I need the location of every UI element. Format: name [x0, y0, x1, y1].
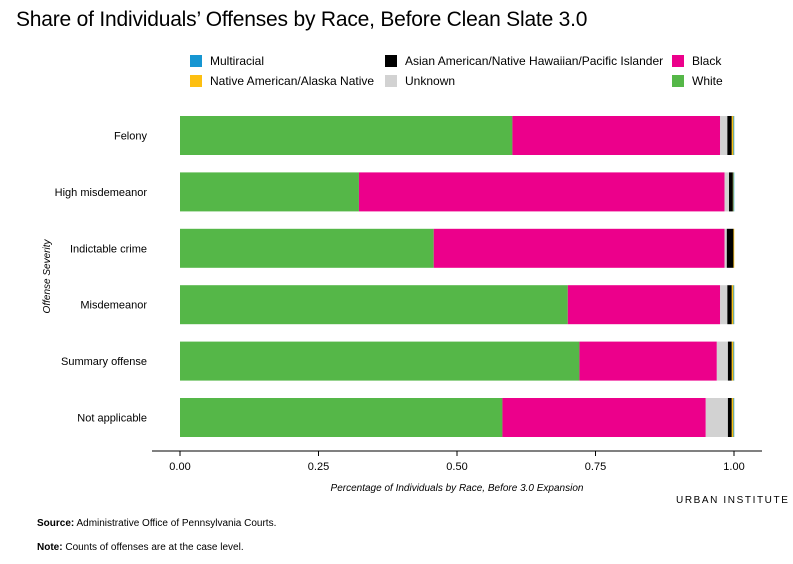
category-label-not-applicable: Not applicable	[77, 413, 147, 425]
legend-swatch-multiracial	[190, 55, 202, 67]
bar-misdemeanor-asian-american-native-hawaiian-pacific-islander	[727, 285, 732, 325]
legend-swatch-unknown	[385, 75, 397, 87]
bar-high-misdemeanor-unknown	[724, 172, 730, 212]
x-tick-label: 0.50	[446, 461, 467, 473]
legend-label-unknown: Unknown	[405, 74, 456, 88]
bar-high-misdemeanor-black	[358, 172, 725, 212]
bar-summary-offense-multiracial	[733, 341, 735, 381]
legend-label-black: Black	[692, 54, 722, 68]
x-tick-label: 0.25	[308, 461, 329, 473]
brand-part2: INSTITUTE	[723, 495, 790, 506]
bar-not-applicable-black	[502, 398, 706, 437]
bars-group	[180, 116, 735, 437]
category-label-summary-offense: Summary offense	[61, 356, 147, 368]
legend-item-black: Black	[672, 54, 721, 68]
note-body: Counts of offenses are at the case level…	[62, 542, 244, 553]
bar-not-applicable-multiracial	[733, 398, 735, 437]
x-tick-label: 0.75	[585, 461, 606, 473]
category-label-indictable-crime: Indictable crime	[70, 243, 147, 255]
x-axis-ticks: 0.00 0.25 0.50 0.75 1.00	[169, 451, 745, 473]
bar-indictable-crime-asian-american-native-hawaiian-pacific-islander	[726, 228, 734, 268]
bar-summary-offense-white	[180, 341, 580, 381]
legend-swatch-native-american	[190, 75, 202, 87]
source-note: Source: Administrative Office of Pennsyl…	[37, 518, 276, 529]
x-axis-title: Percentage of Individuals by Race, Befor…	[331, 483, 584, 494]
legend-label-white: White	[692, 74, 723, 88]
bar-misdemeanor-native-american-alaska-native	[731, 285, 734, 325]
bar-misdemeanor-unknown	[720, 285, 728, 325]
bar-indictable-crime-white	[180, 228, 434, 268]
legend-item-native-american: Native American/Alaska Native	[190, 74, 374, 88]
bar-felony-white	[180, 116, 513, 155]
category-label-misdemeanor: Misdemeanor	[80, 300, 147, 312]
urban-institute-logo: URBAN INSTITUTE	[676, 495, 789, 506]
bar-indictable-crime-native-american-alaska-native	[733, 228, 735, 268]
bar-high-misdemeanor-multiracial	[733, 172, 735, 212]
legend-label-multiracial: Multiracial	[210, 54, 265, 68]
legend-swatch-black	[672, 55, 684, 67]
bar-felony-native-american-alaska-native	[731, 116, 734, 155]
legend-swatch-white	[672, 75, 684, 87]
brand-part1: URBAN	[676, 495, 720, 506]
bar-not-applicable-asian-american-native-hawaiian-pacific-islander	[727, 398, 732, 437]
bar-felony-black	[512, 116, 721, 155]
legend-label-asian-american: Asian American/Native Hawaiian/Pacific I…	[405, 54, 664, 68]
legend-swatch-asian-american	[385, 55, 397, 67]
category-labels: Felony High misdemeanor Indictable crime Mi…	[55, 131, 148, 425]
bar-summary-offense-unknown	[716, 341, 728, 381]
bar-summary-offense-asian-american-native-hawaiian-pacific-islander	[727, 341, 732, 381]
source-label: Source:	[37, 518, 75, 529]
bar-felony-multiracial	[733, 116, 735, 155]
note-text: Note: Counts of offenses are at the case…	[37, 542, 244, 553]
legend-item-unknown: Unknown	[385, 74, 455, 88]
legend-item-white: White	[672, 74, 723, 88]
legend: Multiracial Native American/Alaska Nativ…	[0, 0, 793, 100]
x-tick-label: 0.00	[169, 461, 190, 473]
bar-felony-asian-american-native-hawaiian-pacific-islander	[727, 116, 732, 155]
legend-item-asian-american: Asian American/Native Hawaiian/Pacific I…	[385, 54, 663, 68]
legend-label-native-american: Native American/Alaska Native	[210, 74, 375, 88]
bar-high-misdemeanor-white	[180, 172, 359, 212]
bar-not-applicable-white	[180, 398, 503, 437]
chart-title: Share of Individuals’ Offenses by Race, …	[16, 8, 588, 31]
bar-indictable-crime-black	[433, 228, 725, 268]
bar-summary-offense-black	[579, 341, 717, 381]
bar-not-applicable-native-american-alaska-native	[731, 398, 734, 437]
bar-misdemeanor-white	[180, 285, 568, 325]
y-axis-title: Offense Severity	[42, 239, 53, 314]
legend-item-multiracial: Multiracial	[190, 54, 264, 68]
category-label-high-misdemeanor: High misdemeanor	[55, 187, 148, 199]
bar-high-misdemeanor-asian-american-native-hawaiian-pacific-islander	[729, 172, 733, 212]
bar-not-applicable-unknown	[705, 398, 728, 437]
x-tick-label: 1.00	[723, 461, 744, 473]
bar-felony-unknown	[720, 116, 728, 155]
source-text: Administrative Office of Pennsylvania Co…	[74, 518, 277, 529]
bar-high-misdemeanor-native-american-alaska-native	[732, 172, 734, 212]
category-label-felony: Felony	[114, 131, 148, 143]
bar-misdemeanor-multiracial	[733, 285, 735, 325]
bar-misdemeanor-black	[567, 285, 721, 325]
bar-indictable-crime-unknown	[724, 228, 727, 268]
bar-summary-offense-native-american-alaska-native	[731, 341, 734, 381]
note-label: Note:	[37, 542, 63, 553]
